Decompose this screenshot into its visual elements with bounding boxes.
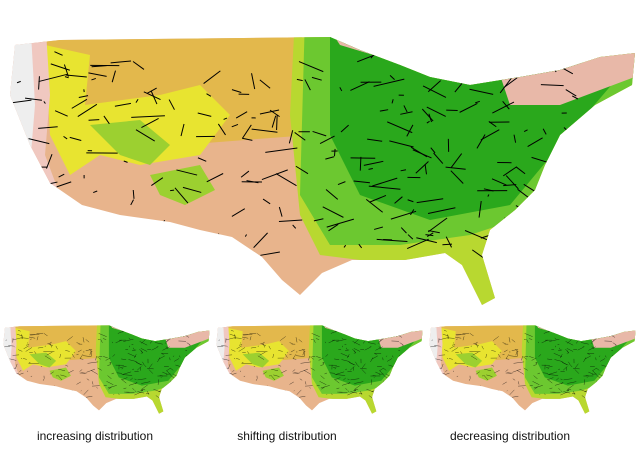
caption: increasing distribution [37,429,153,443]
small-map-shifting [213,318,425,417]
caption: decreasing distribution [450,429,570,443]
caption: shifting distribution [237,429,336,443]
main-map [0,15,640,315]
small-map-increasing [0,318,211,417]
small-map-decreasing [426,318,638,417]
